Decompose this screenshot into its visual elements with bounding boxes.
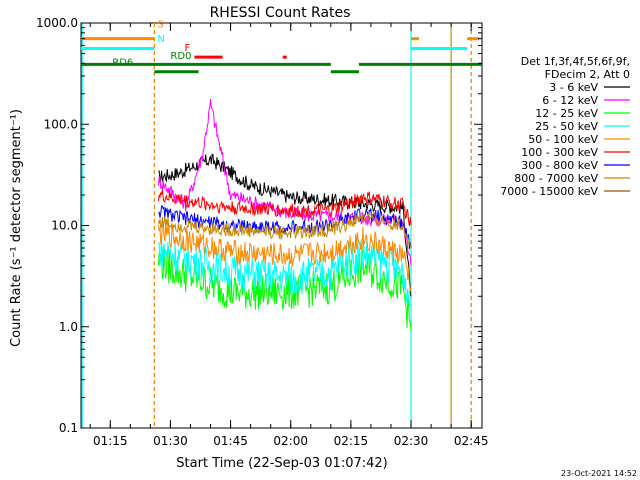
legend-entry-label: 3 - 6 keV [549,81,598,94]
annotation-f: F [184,43,190,54]
y-axis-label: Count Rate (s⁻¹ detector segment⁻¹) [9,109,24,347]
legend-entry-label: 6 - 12 keV [542,94,598,107]
x-axis-label: Start Time (22-Sep-03 01:07:42) [176,456,387,471]
y-tick-label: 1000.0 [36,16,78,30]
chart-title: RHESSI Count Rates [210,5,351,21]
y-tick-label: 10.0 [51,219,78,233]
x-tick-label: 01:15 [93,434,128,448]
annotation-rd0: RD0 [170,51,191,62]
footer-timestamp: 23-Oct-2021 14:52 [561,469,637,478]
x-tick-label: 02:15 [334,434,369,448]
series-line-2 [157,99,412,266]
legend-entry-label: 50 - 100 keV [528,133,598,146]
series-line-4 [157,234,412,307]
legend-entry-label: 300 - 800 keV [521,159,598,172]
annotation-s: S [157,20,163,31]
x-tick-label: 01:45 [213,434,248,448]
x-tick-label: 02:45 [454,434,489,448]
x-tick-label: 02:00 [273,434,308,448]
x-tick-label: 01:30 [153,434,188,448]
legend: Det 1f,3f,4f,5f,6f,9f,FDecim 2, Att 03 -… [500,55,630,198]
y-tick-label: 0.1 [59,421,78,435]
legend-entry-label: 800 - 7000 keV [514,172,598,185]
legend-entry-label: 100 - 300 keV [521,146,598,159]
series-line-5 [157,221,412,292]
legend-entry-label: 7000 - 15000 keV [500,185,598,198]
x-tick-label: 02:30 [394,434,429,448]
y-tick-label: 100.0 [44,117,78,131]
legend-header: FDecim 2, Att 0 [545,68,630,81]
series-line-8 [157,211,412,249]
legend-entry-label: 25 - 50 keV [535,120,598,133]
annotation-n: N [157,34,164,45]
legend-header: Det 1f,3f,4f,5f,6f,9f, [521,55,630,68]
legend-entry-label: 12 - 25 keV [535,107,598,120]
annotation-rd6: RD6 [112,58,133,69]
plot-frame [80,22,483,429]
series-line-6 [157,189,412,227]
y-tick-label: 1.0 [59,320,78,334]
